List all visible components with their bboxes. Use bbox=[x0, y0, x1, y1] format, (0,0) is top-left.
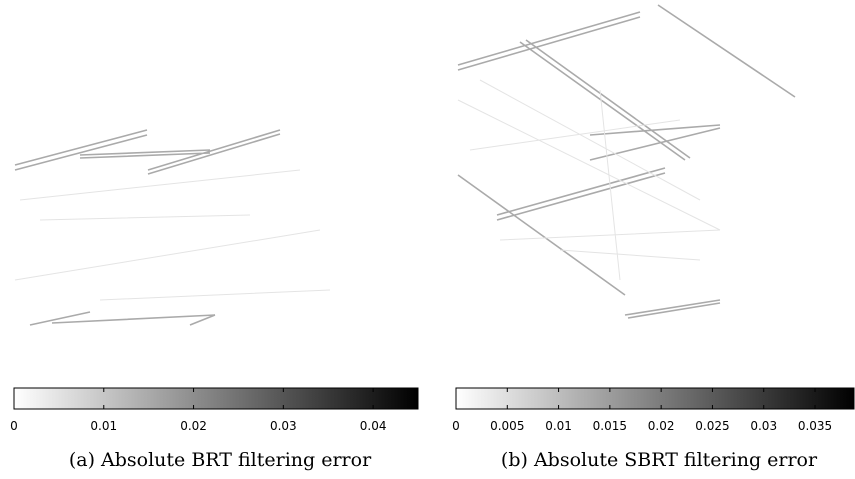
tick-label: 0.005 bbox=[490, 419, 524, 433]
tick-label: 0 bbox=[10, 419, 18, 433]
tick-label: 0.02 bbox=[180, 419, 207, 433]
tick-label: 0.03 bbox=[750, 419, 777, 433]
error-map-a bbox=[15, 130, 330, 325]
caption: (a) Absolute BRT filtering error bbox=[69, 449, 372, 471]
caption: (b) Absolute SBRT filtering error bbox=[501, 449, 818, 471]
tick-label: 0.04 bbox=[360, 419, 387, 433]
tick-label: 0.025 bbox=[695, 419, 729, 433]
colorbar bbox=[456, 388, 854, 409]
tick-label: 0.03 bbox=[270, 419, 297, 433]
tick-label: 0.035 bbox=[798, 419, 832, 433]
tick-label: 0.015 bbox=[593, 419, 627, 433]
colorbar bbox=[14, 388, 418, 409]
tick-label: 0.01 bbox=[545, 419, 572, 433]
tick-label: 0 bbox=[452, 419, 460, 433]
tick-label: 0.01 bbox=[90, 419, 117, 433]
error-map-b bbox=[458, 5, 795, 318]
tick-label: 0.02 bbox=[648, 419, 675, 433]
figure: 0 0.01 0.02 0.03 0.04 (a) Absolute BRT filter… bbox=[0, 0, 855, 479]
